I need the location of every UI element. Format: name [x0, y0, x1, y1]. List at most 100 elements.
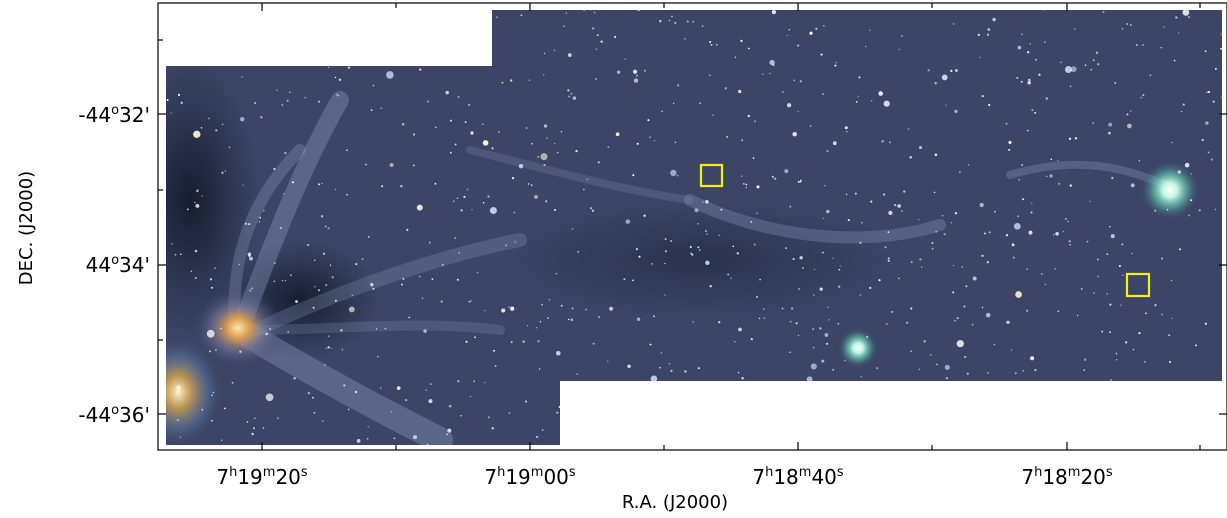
star: [449, 119, 452, 122]
star: [1210, 158, 1214, 161]
star: [838, 285, 841, 288]
star: [1106, 253, 1109, 256]
star: [1020, 80, 1023, 83]
star: [822, 217, 824, 219]
star: [276, 417, 279, 420]
star: [247, 222, 251, 226]
star: [1154, 303, 1157, 307]
star: [1101, 330, 1104, 333]
star: [537, 340, 540, 343]
star: [572, 96, 577, 100]
star: [1125, 341, 1128, 344]
star: [1017, 215, 1019, 218]
star: [839, 418, 842, 421]
star: [886, 323, 888, 325]
star: [632, 69, 638, 74]
star: [390, 410, 393, 413]
star: [484, 309, 486, 312]
star: [1046, 175, 1048, 178]
marker-box-right: [1125, 272, 1151, 298]
star: [955, 69, 958, 72]
star: [943, 233, 946, 236]
star: [238, 263, 240, 266]
star: [1029, 419, 1033, 424]
star: [585, 308, 588, 311]
star: [468, 103, 471, 107]
star: [426, 443, 429, 445]
star: [1162, 179, 1165, 182]
star: [289, 274, 292, 277]
star: [859, 241, 862, 244]
star: [632, 174, 635, 177]
star: [327, 346, 330, 349]
star: [1115, 352, 1118, 355]
star: [568, 318, 570, 321]
star: [954, 212, 958, 215]
star: [528, 79, 531, 81]
star: [1111, 176, 1114, 179]
star: [464, 121, 467, 124]
star: [910, 261, 913, 264]
star: [966, 372, 969, 375]
star: [1160, 47, 1162, 49]
star: [1142, 94, 1145, 96]
star: [246, 421, 249, 423]
star: [367, 426, 369, 428]
star: [254, 102, 257, 104]
star: [176, 385, 181, 390]
star: [325, 347, 327, 350]
star: [883, 193, 886, 196]
star: [883, 100, 890, 107]
star: [857, 350, 860, 352]
star: [1126, 23, 1128, 25]
star: [979, 56, 981, 58]
star: [474, 336, 476, 339]
star: [592, 27, 595, 30]
star: [1092, 122, 1094, 124]
star: [592, 342, 595, 345]
star: [658, 366, 661, 369]
star: [1086, 240, 1089, 243]
star: [987, 372, 990, 374]
star: [583, 435, 586, 437]
star: [1062, 230, 1065, 233]
star: [538, 368, 541, 370]
star: [513, 211, 516, 214]
star: [1142, 44, 1144, 46]
star: [1223, 245, 1225, 247]
star: [320, 215, 324, 218]
star: [180, 101, 183, 104]
star: [710, 43, 713, 46]
star: [166, 99, 169, 101]
star: [1182, 10, 1190, 16]
star: [1177, 392, 1179, 395]
star: [1027, 51, 1030, 54]
star: [1018, 178, 1021, 181]
star: [698, 249, 701, 251]
star: [227, 27, 232, 32]
star: [674, 21, 677, 24]
star: [1178, 248, 1182, 251]
star: [971, 323, 974, 326]
star: [834, 64, 837, 67]
star: [468, 300, 471, 303]
star: [1026, 129, 1029, 132]
star: [620, 384, 623, 387]
star: [1030, 211, 1033, 214]
star: [317, 289, 320, 292]
star: [284, 151, 287, 155]
star: [733, 340, 736, 343]
star: [470, 7, 471, 8]
star: [1121, 27, 1124, 30]
star: [634, 427, 636, 429]
star: [1076, 314, 1079, 317]
star: [1135, 44, 1138, 47]
star: [741, 175, 743, 177]
star: [343, 384, 346, 387]
star: [373, 48, 381, 57]
star: [240, 117, 245, 122]
star: [705, 200, 709, 204]
star: [771, 10, 776, 15]
star: [838, 437, 840, 439]
star: [211, 286, 213, 289]
